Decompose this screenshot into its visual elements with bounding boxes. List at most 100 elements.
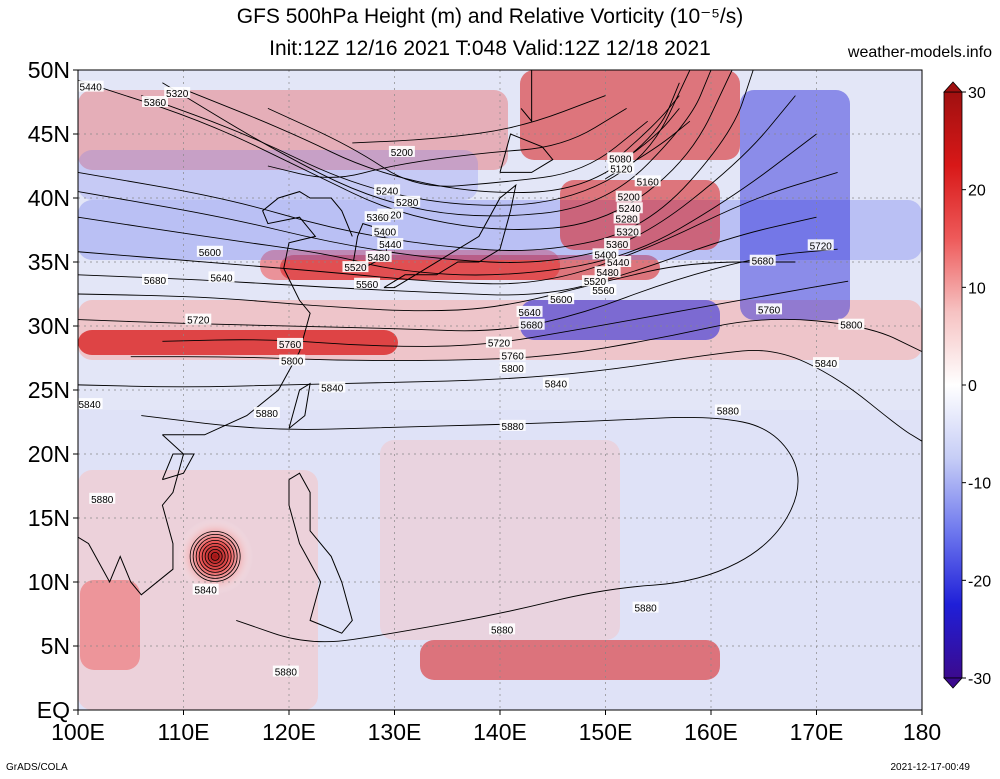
colorbar-min-arrow — [943, 677, 963, 689]
software-credit: GrADS/COLA — [6, 762, 68, 773]
contour-label: 5880 — [634, 604, 657, 615]
colorbar-tick-label: 30 — [968, 85, 986, 102]
contour-5200 — [352, 95, 606, 144]
lon-tick-label: 100E — [51, 719, 105, 745]
lat-tick-label: 5N — [41, 633, 70, 659]
contour-label: 5280 — [396, 198, 419, 209]
contour-label: 5320 — [617, 227, 640, 238]
lat-tick-label: EQ — [37, 697, 70, 723]
contour-5440 — [78, 70, 733, 230]
contour-label: 5760 — [502, 351, 525, 362]
contour-5840 — [78, 349, 922, 442]
contour-label: 5560 — [592, 286, 615, 297]
contour-label: 5840 — [195, 586, 218, 597]
contour-5240 — [267, 108, 627, 178]
lon-tick-label: 150E — [579, 719, 633, 745]
contour-label: 5320 — [166, 89, 189, 100]
contour-label: 5880 — [491, 625, 514, 636]
colorbar-tick-label: 10 — [968, 280, 986, 297]
contour-5880 — [141, 415, 799, 643]
contour-label: 5800 — [502, 364, 525, 375]
lat-tick-label: 40N — [28, 185, 70, 211]
map-title: GFS 500hPa Height (m) and Relative Vorti… — [236, 5, 744, 28]
colorbar-tick-label: 0 — [968, 378, 977, 395]
contour-label: 5880 — [275, 668, 298, 679]
contour-label: 5640 — [518, 308, 541, 319]
contour-label: 5120 — [610, 165, 633, 176]
contour-label: 5720 — [810, 241, 833, 252]
contour-label: 5400 — [594, 250, 617, 261]
contour-label: 5280 — [615, 214, 638, 225]
contour-label: 5880 — [256, 409, 279, 420]
contour-label: 5800 — [281, 357, 304, 368]
contour-label: 5400 — [374, 227, 397, 238]
lat-tick-label: 20N — [28, 441, 70, 467]
lon-tick-label: 110E — [157, 719, 209, 745]
contour-label: 5680 — [144, 276, 167, 287]
colorbar-scale — [943, 91, 963, 679]
contour-label: 5840 — [545, 380, 568, 391]
contour-label: 5600 — [550, 295, 573, 306]
lat-tick-label: 25N — [28, 377, 70, 403]
contour-5640 — [78, 216, 817, 296]
contour-5480 — [78, 70, 754, 251]
contour-5720 — [78, 248, 838, 332]
site-credit: weather-models.info — [847, 44, 992, 61]
contour-label: 5840 — [78, 400, 101, 411]
contour-label: 5200 — [391, 148, 414, 159]
colorbar: 30 20 10 0 -10 -20 -30 — [943, 81, 991, 689]
lon-tick-label: 170E — [790, 719, 844, 745]
generated-timestamp: 2021-12-17-00:49 — [890, 762, 970, 773]
contour-label: 5640 — [210, 273, 233, 284]
contour-5280 — [267, 107, 648, 187]
contour-label: 5520 — [344, 263, 367, 274]
lat-axis: 50N 45N 40N 35N 30N 25N 20N 15N 10N 5N EQ — [28, 57, 78, 723]
contour-label: 5440 — [379, 240, 402, 251]
lat-tick-label: 45N — [28, 121, 70, 147]
contour-label: 5520 — [584, 277, 607, 288]
map-subtitle: Init:12Z 12/16 2021 T:048 Valid:12Z 12/1… — [269, 37, 711, 60]
contour-5560 — [78, 133, 817, 276]
contour-labels: 5440536053205200524052805320536054005440… — [78, 80, 865, 679]
contour-5400 — [162, 70, 712, 217]
contour-5760 — [162, 280, 849, 347]
contour-label: 5800 — [840, 321, 863, 332]
contour-5680 — [78, 261, 796, 312]
contour-label: 5720 — [187, 316, 210, 327]
lon-tick-label: 130E — [368, 719, 422, 745]
lon-tick-label: 160E — [684, 719, 738, 745]
lat-tick-label: 10N — [28, 569, 70, 595]
plot-area: 5440536053205200524052805320536054005440… — [78, 70, 922, 710]
contour-5600 — [78, 171, 838, 285]
contour-label: 5880 — [91, 495, 114, 506]
contour-label: 5360 — [366, 213, 389, 224]
contour-label: 5240 — [619, 204, 642, 215]
colorbar-tick-label: -20 — [968, 573, 991, 590]
lon-tick-label: 180 — [903, 719, 941, 745]
contour-label: 5720 — [488, 339, 511, 350]
contour-label: 5760 — [279, 340, 302, 351]
contour-label: 5600 — [199, 248, 222, 259]
lat-tick-label: 30N — [28, 313, 70, 339]
contour-label: 5240 — [376, 186, 399, 197]
contour-label: 5480 — [596, 268, 619, 279]
contour-label: 5200 — [618, 193, 641, 204]
contour-label: 5840 — [815, 359, 838, 370]
lon-tick-label: 140E — [473, 719, 527, 745]
contour-5520 — [78, 95, 796, 263]
colorbar-tick-label: 20 — [968, 183, 986, 200]
contour-label: 5440 — [607, 258, 630, 269]
contour-label: 5360 — [144, 98, 167, 109]
lat-tick-label: 35N — [28, 249, 70, 275]
contour-label: 5680 — [521, 321, 544, 332]
contour-label: 5560 — [356, 280, 379, 291]
contour-label: 5360 — [606, 240, 629, 251]
weather-map: 5440536053205200524052805320536054005440… — [28, 57, 991, 745]
colorbar-tick-label: -30 — [968, 671, 991, 688]
contour-label: 5480 — [368, 253, 391, 264]
contour-label: 5160 — [637, 177, 660, 188]
contour-label: 5680 — [752, 257, 775, 268]
contour-label: 5760 — [758, 305, 781, 316]
typhoon-vortex — [177, 518, 254, 595]
lon-tick-label: 120E — [262, 719, 316, 745]
